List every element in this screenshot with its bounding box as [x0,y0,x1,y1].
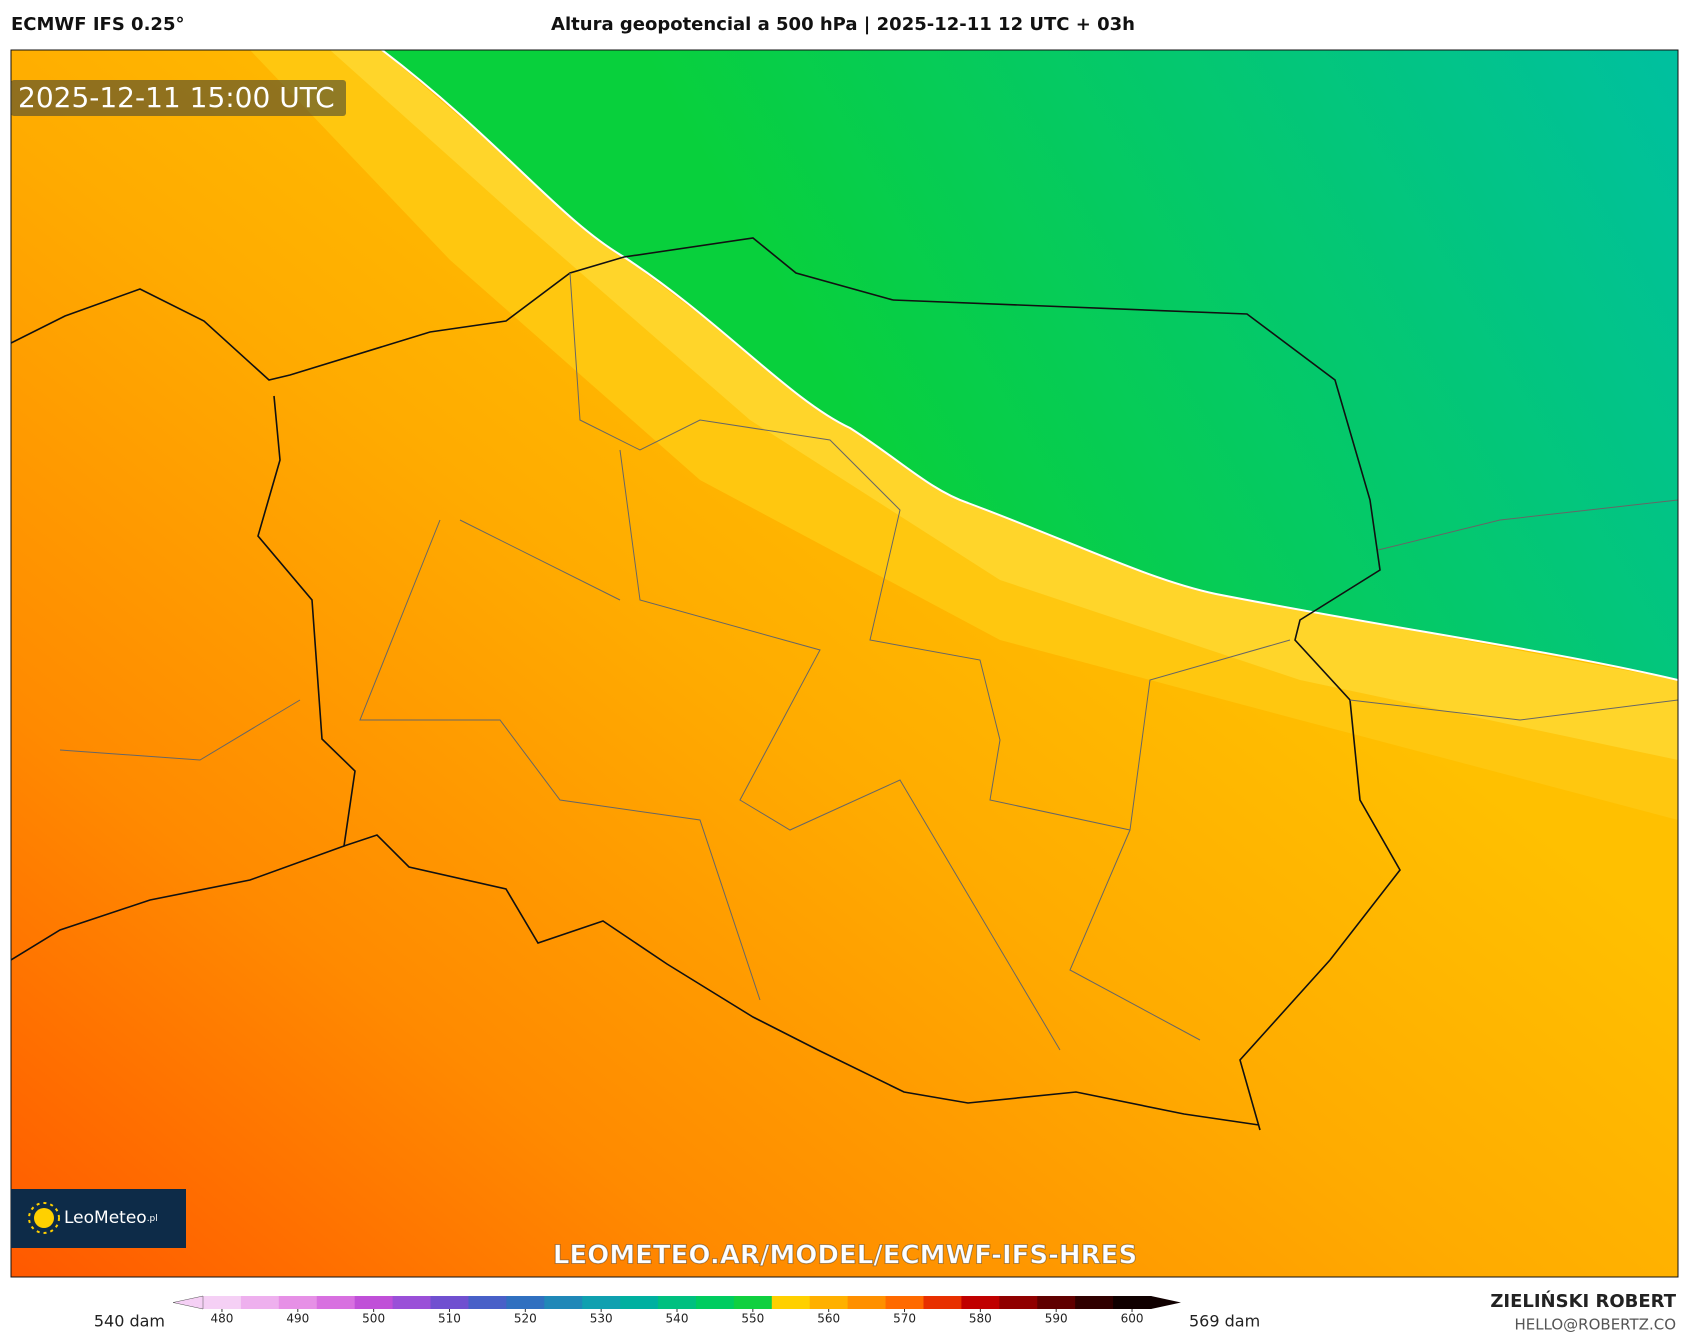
colorbar-extend-high [1151,1296,1181,1309]
colorbar-tick-label: 560 [817,1312,840,1326]
colorbar-segment [392,1296,432,1309]
logo-suffix: .pl [147,1214,158,1224]
band [330,50,1678,760]
map-title: Altura geopotencial a 500 hPa | 2025-12-… [551,14,1135,35]
colorbar-segment [278,1296,318,1309]
colorbar-segment [733,1296,773,1309]
colorbar-segment [240,1296,280,1309]
colorbar-segment [620,1296,659,1309]
colorbar-segment [354,1296,394,1309]
coastline [11,237,894,381]
map-frame [10,49,1679,1278]
colorbar-tick-label: 570 [893,1312,916,1326]
colorbar-tick-label: 500 [362,1312,385,1326]
colorbar-tick-label: 520 [514,1312,537,1326]
colorbar-max-label: 569 dam [1189,1312,1260,1331]
email: HELLO@ROBERTZ.CO [1514,1316,1676,1334]
timestamp-box [11,80,346,116]
border [257,395,1260,1126]
colorbar-segment [544,1296,583,1309]
colorbar-segment [1075,1296,1114,1309]
colorbar-tick-label: 550 [741,1312,764,1326]
author: ZIELIŃSKI ROBERT [1490,1290,1676,1312]
colorbar-extend-low [172,1295,204,1310]
logo-rays [28,1202,60,1234]
map [11,50,1678,1277]
colorbar-min-label: 540 dam [94,1312,165,1331]
colorbar-segment [203,1296,242,1309]
border [892,299,1401,1131]
colorbar-segment [1113,1296,1152,1309]
colorbar-tick-label: 540 [666,1312,689,1326]
contour [381,50,1678,681]
colorbar-tick-label: 490 [286,1312,309,1326]
colorbar-segment [695,1296,735,1309]
watermark: LEOMETEO.AR/MODEL/ECMWF-IFS-HRES [553,1241,1137,1271]
colorbar-segment [316,1296,356,1309]
region-border [59,272,1678,1051]
colorbar-tick-label: 600 [1121,1312,1144,1326]
colorbar-segment [468,1296,507,1309]
green-region [382,50,1678,680]
colorbar-tick-label: 590 [1045,1312,1068,1326]
colorbar-segment [430,1296,469,1309]
colorbar-segment [658,1296,697,1309]
colorbar-tick-label: 580 [969,1312,992,1326]
colorbar-segment [1037,1296,1076,1309]
colorbar-segment [961,1296,1000,1309]
colorbar-tick-label: 480 [211,1312,234,1326]
colorbar-segment [809,1296,849,1309]
colorbar-segment [885,1296,924,1309]
logo-sun [34,1208,54,1228]
colorbar-segment [582,1296,621,1309]
timestamp: 2025-12-11 15:00 UTC [18,81,335,114]
model-name: ECMWF IFS 0.25° [11,14,184,35]
colorbar-segment [999,1296,1038,1309]
colorbar-segment [923,1296,962,1309]
border [11,845,345,961]
colorbar-tick-label: 510 [438,1312,461,1326]
colorbar: 480 490 500 510 520 530 540 550 560 570 580 590 600 [172,1295,1181,1326]
colorbar-segment [771,1296,811,1309]
colorbar-segment [847,1296,887,1309]
logo: LeoMeteo.pl [64,1208,158,1228]
logo-text: LeoMeteo [64,1208,147,1228]
colorbar-tick-label: 530 [590,1312,613,1326]
colorbar-segment [506,1296,545,1309]
